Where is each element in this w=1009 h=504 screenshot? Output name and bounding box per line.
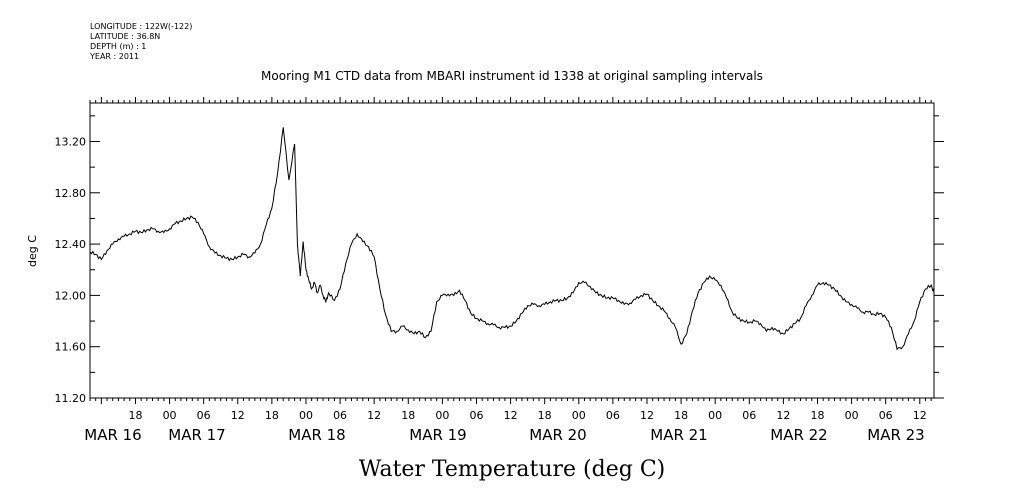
- x-hour-tick-label: 12: [504, 409, 518, 422]
- plot-frame: [89, 102, 935, 399]
- x-hour-tick-label: 12: [367, 409, 381, 422]
- x-date-label: MAR 18: [288, 426, 345, 444]
- axis-labels: 11.20 11.60 12.00 12.40 12.80 13.20 18 00 06 12 18…: [55, 135, 927, 444]
- x-hour-tick-label: 18: [401, 409, 415, 422]
- y-tick-label: 12.80: [55, 187, 87, 200]
- x-hour-tick-label: 06: [197, 409, 211, 422]
- y-tick-label: 12.40: [55, 238, 87, 251]
- y-tick-label: 12.00: [55, 289, 87, 302]
- x-hour-tick-label: 12: [913, 409, 927, 422]
- x-hour-tick-label: 12: [776, 409, 790, 422]
- depth-label: DEPTH (m) : 1: [90, 42, 147, 51]
- longitude-label: LONGITUDE : 122W(-122): [90, 22, 193, 31]
- x-hour-tick-label: 00: [163, 409, 177, 422]
- y-tick-label: 11.60: [55, 341, 87, 354]
- x-hour-tick-label: 18: [538, 409, 552, 422]
- metadata-block: LONGITUDE : 122W(-122) LATITUDE : 36.8N …: [90, 22, 192, 62]
- chart-title: Mooring M1 CTD data from MBARI instrumen…: [261, 69, 763, 83]
- x-hour-tick-label: 06: [606, 409, 620, 422]
- x-hour-tick-label: 06: [333, 409, 347, 422]
- x-hour-tick-label: 12: [231, 409, 245, 422]
- x-hour-tick-label: 00: [435, 409, 449, 422]
- x-date-label: MAR 20: [529, 426, 586, 444]
- x-date-label: MAR 19: [409, 426, 466, 444]
- x-date-label: MAR 21: [650, 426, 707, 444]
- x-hour-tick-label: 06: [742, 409, 756, 422]
- x-hour-tick-label: 18: [674, 409, 688, 422]
- latitude-label: LATITUDE : 36.8N: [90, 32, 161, 41]
- bottom-title: Water Temperature (deg C): [359, 457, 666, 482]
- x-date-label: MAR 22: [770, 426, 827, 444]
- x-hour-tick-label: 06: [879, 409, 893, 422]
- y-axis-label: deg C: [26, 235, 39, 267]
- x-hour-tick-label: 18: [128, 409, 142, 422]
- x-hour-tick-label: 12: [640, 409, 654, 422]
- x-date-label: MAR 23: [867, 426, 924, 444]
- x-date-label: MAR 16: [84, 426, 141, 444]
- axis-ticks: [89, 97, 944, 404]
- x-date-label: MAR 17: [168, 426, 225, 444]
- x-hour-tick-label: 00: [299, 409, 313, 422]
- x-hour-tick-label: 06: [469, 409, 483, 422]
- year-label: YEAR : 2011: [90, 52, 140, 61]
- y-tick-label: 13.20: [55, 135, 87, 148]
- x-hour-tick-label: 00: [708, 409, 722, 422]
- y-tick-label: 11.20: [55, 392, 87, 405]
- x-hour-tick-label: 18: [810, 409, 824, 422]
- x-hour-tick-label: 00: [845, 409, 859, 422]
- x-hour-tick-label: 18: [265, 409, 279, 422]
- temperature-series-line: [89, 127, 935, 351]
- x-hour-tick-label: 00: [572, 409, 586, 422]
